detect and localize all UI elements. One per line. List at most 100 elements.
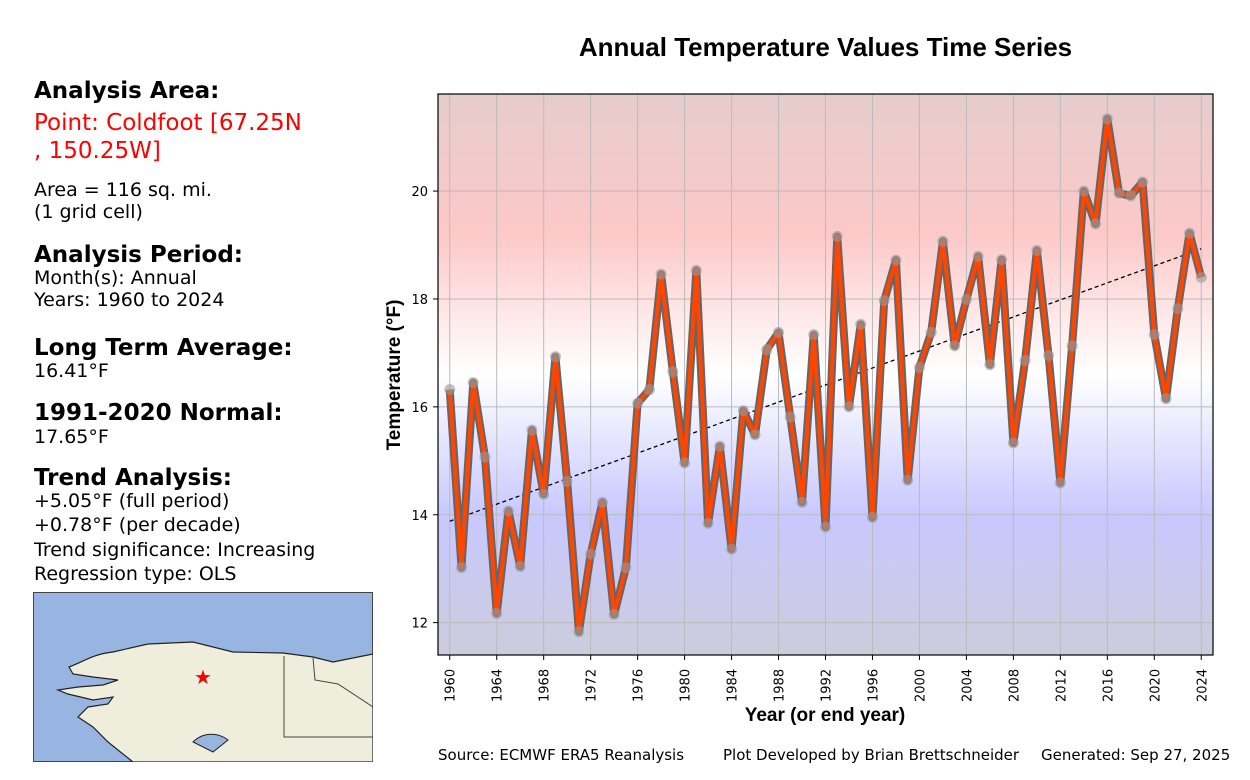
months: Month(s): Annual <box>34 267 197 289</box>
data-point <box>667 366 679 378</box>
data-point <box>796 496 808 508</box>
data-point <box>573 626 585 638</box>
data-point <box>549 351 561 363</box>
source-note: Source: ECMWF ERA5 Reanalysis <box>438 746 685 764</box>
analysis-area-heading: Analysis Area: <box>34 78 220 104</box>
data-point <box>690 264 702 276</box>
data-point <box>737 405 749 417</box>
x-tick-label: 2024 <box>1195 669 1210 702</box>
data-point <box>1125 190 1137 202</box>
border <box>283 656 373 738</box>
long-term-average-heading: Long Term Average: <box>34 335 293 361</box>
data-point <box>596 496 608 508</box>
data-point <box>479 451 491 463</box>
data-point <box>632 397 644 409</box>
data-point <box>1090 218 1102 230</box>
data-point <box>608 609 620 621</box>
generated-date: Generated: Sep 27, 2025 <box>1041 746 1231 764</box>
data-point <box>514 561 526 573</box>
chart-title: Annual Temperature Values Time Series <box>578 32 1073 62</box>
data-point <box>1007 437 1019 449</box>
data-point <box>773 326 785 338</box>
data-point <box>996 254 1008 266</box>
normal-value: 17.65°F <box>34 426 109 448</box>
data-point <box>1043 350 1055 362</box>
data-point <box>1137 176 1149 188</box>
data-point <box>855 318 867 330</box>
data-point <box>925 326 937 338</box>
data-point <box>949 340 961 352</box>
data-point <box>455 562 467 574</box>
analysis-point: Point: Coldfoot [67.25N , 150.25W] <box>34 110 302 164</box>
data-point <box>1019 354 1031 366</box>
trend-significance: Trend significance: Increasing <box>34 539 316 561</box>
data-point <box>808 329 820 341</box>
data-point <box>1172 303 1184 315</box>
data-point <box>1113 187 1125 199</box>
y-tick-label: 12 <box>411 617 428 632</box>
y-tick-label: 16 <box>411 401 428 416</box>
data-point <box>726 543 738 555</box>
data-point <box>878 295 890 307</box>
x-tick-label: 2000 <box>913 669 928 702</box>
data-point <box>902 474 914 486</box>
data-point <box>831 230 843 242</box>
data-point <box>538 488 550 500</box>
grid-cells: (1 grid cell) <box>34 201 143 223</box>
trend-heading: Trend Analysis: <box>34 465 232 491</box>
data-point <box>784 411 796 423</box>
data-point <box>714 440 726 452</box>
x-tick-label: 1996 <box>866 669 881 702</box>
plot-frame <box>437 93 1214 656</box>
trend-decade: +0.78°F (per decade) <box>34 514 241 536</box>
data-point <box>702 517 714 529</box>
data-point <box>1195 271 1207 283</box>
data-point <box>937 235 949 247</box>
long-term-average: 16.41°F <box>34 360 109 382</box>
data-point <box>585 548 597 560</box>
data-point <box>913 361 925 373</box>
data-point <box>972 250 984 262</box>
data-point <box>1078 185 1090 197</box>
data-point <box>643 384 655 396</box>
x-tick-label: 1984 <box>726 669 741 702</box>
data-point <box>984 359 996 371</box>
x-axis-label: Year (or end year) <box>745 705 906 726</box>
x-tick-label: 1972 <box>585 669 600 702</box>
data-point <box>561 475 573 487</box>
y-tick-label: 14 <box>411 509 428 524</box>
location-map: ★ <box>33 592 373 762</box>
data-point <box>820 521 831 533</box>
x-tick-label: 2004 <box>960 669 975 702</box>
x-tick-label: 1968 <box>538 669 553 702</box>
developer-note: Plot Developed by Brian Brettschneider <box>723 746 1020 764</box>
x-tick-label: 2012 <box>1054 669 1069 702</box>
data-point <box>1184 227 1196 239</box>
data-point <box>467 377 479 389</box>
data-point <box>526 424 538 436</box>
y-axis-label: Temperature (°F) <box>384 300 405 451</box>
x-tick-label: 1964 <box>491 669 506 702</box>
y-tick-label: 18 <box>411 293 428 308</box>
data-point <box>866 511 878 523</box>
data-point <box>1054 477 1066 489</box>
area-size: Area = 116 sq. mi. <box>34 179 212 201</box>
years: Years: 1960 to 2024 <box>34 289 225 311</box>
data-point <box>679 457 691 469</box>
data-point <box>655 268 667 280</box>
data-point <box>1101 113 1113 125</box>
x-tick-label: 1988 <box>773 669 788 702</box>
x-tick-label: 1992 <box>820 669 835 702</box>
normal-heading: 1991-2020 Normal: <box>34 400 283 426</box>
regression-type: Regression type: OLS <box>34 563 237 585</box>
x-tick-label: 2008 <box>1007 669 1022 702</box>
data-point <box>1148 329 1160 341</box>
x-tick-label: 1976 <box>632 669 647 702</box>
x-tick-label: 1980 <box>679 669 694 702</box>
data-point <box>620 562 632 574</box>
data-point <box>491 607 503 619</box>
data-point <box>960 294 972 306</box>
data-point <box>502 505 514 517</box>
data-point <box>890 254 902 266</box>
